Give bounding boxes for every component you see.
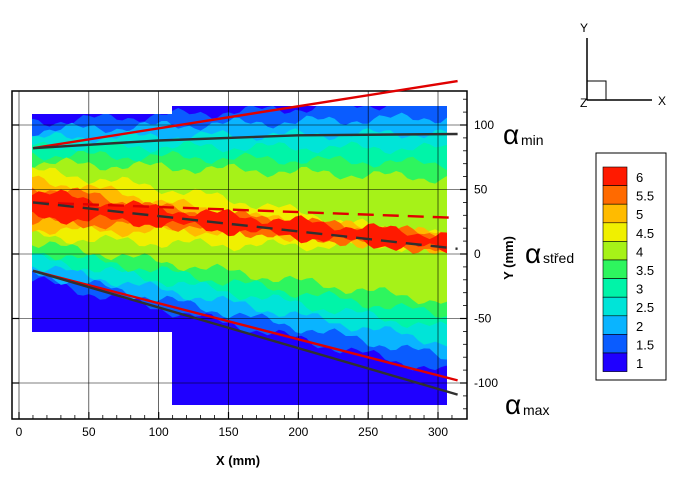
legend-label: 1.5 [636,337,654,352]
legend-swatch [602,259,628,279]
legend-swatch [602,222,628,242]
legend-swatch [602,278,628,298]
boundary-line-black [32,269,458,396]
legend-swatch [602,203,628,224]
y-axis-title: Y (mm) [501,236,516,280]
x-tick-label: 50 [82,425,96,439]
axis-triad: Y X Z [580,21,666,110]
legend-label: 6 [636,170,643,185]
legend-label: 5 [636,207,643,222]
legend-swatch [602,352,628,372]
legend-swatch [602,334,628,354]
legend-label: 2.5 [636,300,654,315]
legend-label: 3.5 [636,263,654,278]
color-legend: 6 5.5 5 4.5 4 3.5 3 2.5 2 1.5 1 [595,152,667,381]
boundary-line-red [32,79,458,150]
y-tick-label: 100 [474,118,494,132]
x-tick-label: 0 [16,425,23,439]
triad-z-box [586,80,607,101]
boundary-line-red [32,269,458,382]
grid-lines [12,91,467,419]
y-tick-label: -50 [474,312,492,326]
plot-frame [11,90,468,420]
y-tick-label: 50 [474,183,488,197]
legend-label: 2 [636,319,643,334]
y-tick-label: -100 [474,376,498,390]
triad-y-label: Y [580,21,588,35]
y-axis: -100 -50 0 50 100 [12,98,498,410]
legend-swatch [602,185,628,205]
boundary-lines [32,79,458,396]
legend-swatch [602,241,628,261]
alpha-min-symbol: α [503,119,519,150]
alpha-max-symbol: α [505,389,521,420]
alpha-max-subscript: max [523,402,549,418]
legend-label: 3 [636,282,643,297]
alpha-mid-label: α střed [525,238,574,269]
legend-swatch [602,166,628,186]
legend-label: 5.5 [636,189,654,204]
alpha-max-label: α max [505,389,549,420]
x-tick-label: 150 [218,425,238,439]
x-axis: 0 50 100 150 200 250 300 [16,412,453,439]
y-tick-label: 0 [474,247,481,261]
contour-level-6 [172,209,447,254]
x-axis-title: X (mm) [216,453,260,468]
legend-swatch [602,315,628,335]
x-tick-label: 250 [358,425,378,439]
contour-level-6 [32,189,174,228]
alpha-min-subscript: min [521,132,544,148]
x-tick-label: 100 [149,425,169,439]
legend-label: 1 [636,356,643,371]
triad-z-label: Z [580,96,587,110]
legend-swatch [602,296,628,317]
boundary-line-red [32,201,458,220]
alpha-min-label: α min [503,119,544,150]
alpha-mid-subscript: střed [543,250,574,266]
boundary-line-black [32,201,458,250]
x-tick-label: 300 [428,425,448,439]
legend-label: 4 [636,244,643,259]
x-tick-label: 200 [288,425,308,439]
alpha-mid-symbol: α [525,238,541,269]
triad-x-label: X [658,94,666,108]
legend-label: 4.5 [636,226,654,241]
boundary-line-black [32,132,458,150]
